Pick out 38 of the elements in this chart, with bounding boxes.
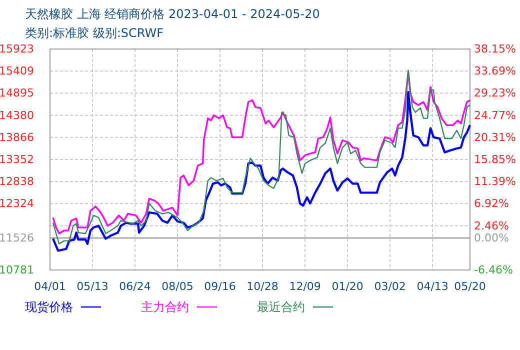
y2-tick-label: 24.77%: [474, 108, 516, 122]
line-series: [52, 91, 472, 252]
x-tick-label: 04/13: [416, 280, 448, 293]
y-tick-label: 12324: [0, 197, 34, 210]
y-tick-label: 15923: [0, 42, 34, 56]
y-tick-label: 13352: [0, 153, 34, 166]
x-tick-label: 12/09: [289, 280, 321, 293]
y2-tick-label: 20.31%: [474, 130, 516, 144]
legend-label: 主力合约: [141, 300, 189, 314]
y-tick-label: 15409: [0, 64, 34, 78]
x-tick-label: 04/01: [34, 280, 66, 293]
x-tick-label: 08/05: [162, 280, 194, 293]
x-tick-label: 10/28: [246, 280, 278, 293]
y-tick-label: 13866: [0, 130, 34, 144]
y2-tick-label: 33.69%: [474, 64, 516, 78]
y-tick-label: 12838: [0, 175, 34, 188]
y2-tick-label: 11.39%: [474, 175, 516, 188]
y2-tick-label: 2.46%: [474, 219, 509, 232]
legend-label: 现货价格: [25, 300, 73, 314]
chart-title: 天然橡胶 上海 经销商价格 2023-04-01 - 2024-05-20: [25, 7, 320, 21]
chart-subtitle: 类别:标准胶 级别:SCRWF: [25, 26, 164, 40]
y2-tick-label: 15.85%: [474, 152, 516, 166]
x-tick-label: 09/16: [204, 280, 236, 293]
y-tick-label: 14895: [0, 86, 34, 100]
x-tick-label: 01/20: [332, 280, 364, 293]
x-tick-label: 03/02: [374, 280, 406, 293]
y2-tick-label: -6.46%: [474, 264, 513, 277]
legend-label: 最近合约: [257, 300, 305, 314]
y2-tick-label: 29.23%: [474, 86, 516, 100]
y-tick-label: 14380: [0, 108, 34, 122]
y-tick-label: 10781: [0, 264, 34, 277]
x-tick-label: 05/20: [454, 280, 486, 293]
y2-tick-label: 0.00%: [474, 232, 509, 245]
x-tick-label: 06/24: [119, 280, 151, 293]
y2-tick-label: 38.15%: [474, 42, 516, 56]
y-tick-label: 11526: [0, 232, 34, 244]
y2-tick-label: 6.92%: [474, 197, 509, 210]
x-tick-label: 05/13: [76, 280, 108, 293]
